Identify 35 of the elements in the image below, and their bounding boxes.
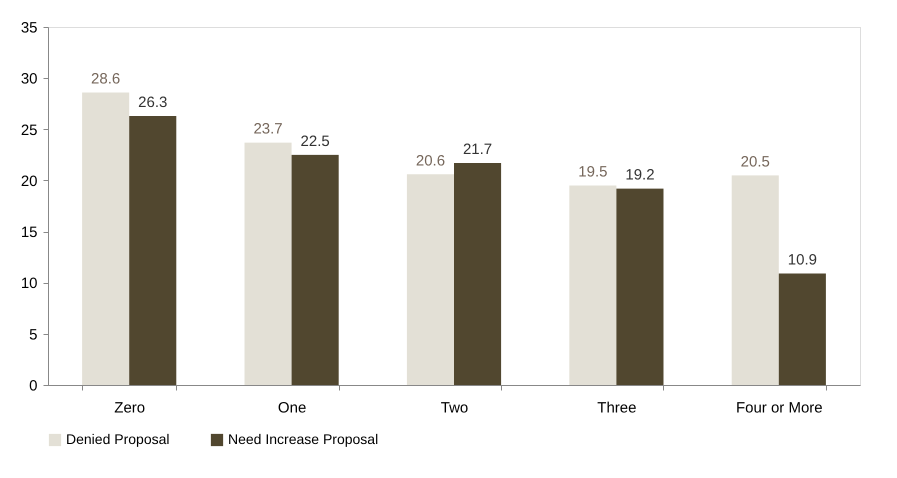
x-tick-label: Four or More	[736, 400, 823, 416]
y-tick-label: 15	[20, 224, 38, 242]
y-tick-label: 25	[20, 122, 38, 139]
data-label: 19.2	[625, 166, 655, 184]
x-tick-label: One	[278, 400, 306, 416]
data-label: 20.5	[740, 153, 770, 170]
bar	[732, 175, 779, 385]
legend-label: Denied Proposal	[66, 431, 170, 447]
bar	[406, 174, 454, 385]
legend-label: Need Increase Proposal	[228, 431, 378, 447]
bar	[778, 274, 826, 385]
bar	[454, 163, 502, 385]
x-tick-label: Two	[440, 400, 468, 416]
data-label: 23.7	[253, 120, 283, 138]
data-label: 19.5	[578, 164, 608, 181]
bar	[244, 142, 292, 385]
y-tick-label: 30	[20, 70, 38, 88]
y-tick-label: 0	[29, 378, 38, 394]
data-label: 22.5	[300, 132, 330, 150]
bar	[82, 92, 130, 385]
x-tick-label: Three	[597, 400, 636, 416]
data-label: 26.3	[138, 94, 168, 111]
bar	[616, 188, 664, 385]
data-label: 20.6	[416, 152, 446, 170]
y-tick-label: 20	[20, 172, 38, 190]
data-label: 21.7	[462, 141, 492, 158]
x-tick-label: Zero	[114, 400, 146, 416]
y-tick-label: 35	[20, 20, 38, 36]
bar	[569, 186, 616, 385]
y-tick-label: 5	[29, 326, 38, 344]
data-label: 10.9	[788, 252, 817, 269]
y-tick-label: 10	[20, 275, 38, 292]
data-label: 28.6	[91, 70, 120, 88]
bar	[129, 116, 176, 385]
bar	[292, 154, 339, 385]
